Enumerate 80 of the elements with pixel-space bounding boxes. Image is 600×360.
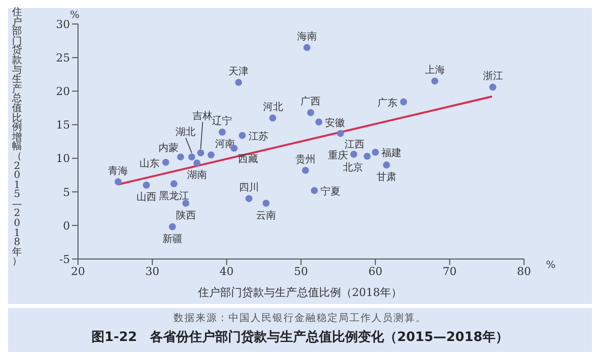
point — [197, 149, 204, 156]
point — [489, 84, 496, 91]
point — [218, 128, 226, 136]
point — [170, 180, 178, 188]
point — [307, 109, 314, 116]
data-label: 山东 — [140, 157, 160, 170]
data-label: 重庆 — [328, 149, 348, 162]
y-tick-label: 15 — [56, 118, 70, 132]
data-label: 青海 — [108, 164, 128, 177]
data-label: 浙江 — [482, 70, 503, 82]
text: 住户部门贷款与生产总值比例增幅（2015—2018年） — [12, 7, 22, 268]
data-label: 湖南 — [186, 168, 207, 181]
y-tick-label: 30 — [56, 18, 70, 31]
y-tick-label: 20 — [56, 85, 70, 98]
source-note: 数据来源：中国人民银行金融稳定局工作人员测算。 — [172, 312, 428, 325]
x-axis-title: 住户部门贷款与生产总值比例（2018年） — [197, 285, 403, 300]
point — [310, 187, 318, 194]
point — [114, 178, 122, 186]
data-label: 新疆 — [162, 232, 182, 245]
point — [235, 78, 242, 86]
point — [245, 195, 252, 202]
x-tick-label: 70 — [442, 264, 457, 278]
point — [162, 158, 170, 166]
y-tick-label: 10 — [56, 152, 70, 166]
data-label: 广西 — [300, 96, 321, 108]
data-label: 陕西 — [176, 209, 196, 222]
data-label: 湖北 — [176, 126, 196, 138]
data-label: 黑龙江 — [158, 190, 189, 202]
data-label: 内蒙 — [158, 142, 179, 154]
point — [208, 151, 215, 158]
point — [364, 152, 371, 160]
data-label: 西藏 — [238, 153, 258, 166]
point — [350, 150, 358, 158]
point — [302, 166, 309, 174]
point — [315, 118, 322, 126]
point — [336, 130, 344, 137]
text: % — [546, 260, 556, 271]
point — [168, 223, 176, 230]
x-tick-label: 30 — [145, 264, 160, 278]
data-label: 上海 — [424, 64, 445, 76]
point — [400, 98, 408, 106]
point — [193, 159, 200, 166]
y-tick-label: 25 — [56, 51, 70, 64]
point — [188, 153, 196, 160]
point — [262, 200, 270, 207]
data-label: 江苏 — [248, 130, 268, 142]
data-label: 吉林 — [192, 110, 213, 122]
data-label: 安徽 — [324, 117, 345, 130]
data-label: 四川 — [238, 182, 259, 194]
data-label: 江西 — [344, 138, 364, 150]
data-label: 广东 — [378, 96, 398, 109]
point — [269, 114, 276, 122]
x-tick-label: 50 — [294, 264, 308, 278]
data-label: 天津 — [228, 65, 249, 78]
y-tick-label: -5 — [59, 252, 70, 266]
x-tick-label: 80 — [517, 264, 531, 278]
x-tick-label: 40 — [220, 264, 234, 278]
data-label: 海南 — [296, 30, 317, 42]
data-label: 云南 — [256, 209, 276, 222]
data-label: 山西 — [136, 191, 156, 204]
y-tick-label: 5 — [63, 186, 70, 199]
point — [142, 182, 150, 189]
point — [177, 153, 184, 160]
data-label: 北京 — [343, 161, 364, 174]
text: 图1-22 各省份住户部门贷款与生产总值比例变化（2015—2018年） — [90, 328, 510, 346]
data-label: 福建 — [381, 147, 402, 160]
point — [431, 78, 438, 85]
x-tick-label: 60 — [368, 264, 382, 278]
point — [182, 200, 190, 207]
text: % — [70, 10, 80, 21]
data-label: 河北 — [262, 101, 283, 113]
data-label: 甘肃 — [376, 171, 396, 183]
data-label: 宁夏 — [320, 186, 340, 198]
data-label: 辽宁 — [212, 115, 232, 128]
point — [238, 132, 246, 139]
data-label: 贵州 — [295, 153, 316, 166]
point — [382, 162, 390, 168]
point — [303, 44, 310, 51]
point — [372, 148, 379, 156]
y-tick-label: 0 — [63, 219, 70, 232]
